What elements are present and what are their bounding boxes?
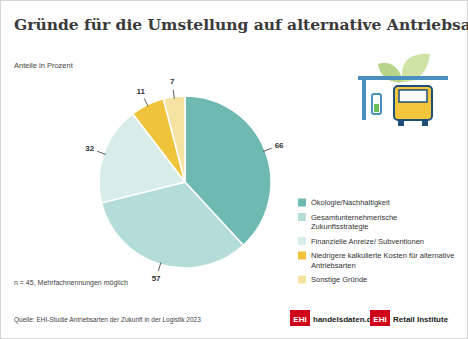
legend-label: Ökologie/Nachhaltigkeit	[311, 198, 391, 207]
leader-line	[263, 148, 271, 151]
leader-line	[97, 151, 105, 154]
logo: EHI handelsdaten.de	[290, 310, 377, 326]
annotation: n = 45, Mehrfachnennungen möglich	[14, 279, 128, 287]
legend-swatch	[298, 213, 306, 221]
logo-text: Retail Institute	[393, 315, 449, 324]
legend: Ökologie/Nachhaltigkeit Gesamtunternehmer…	[298, 198, 454, 284]
logo-text: handelsdaten.de	[313, 315, 377, 324]
subtitle: Anteile in Prozent	[14, 61, 74, 70]
data-label: 32	[85, 144, 94, 153]
data-label: 7	[170, 77, 175, 86]
legend-swatch	[298, 276, 306, 284]
leader-line	[158, 262, 161, 271]
legend-label: Sonstige Gründe	[311, 275, 367, 284]
icon	[358, 54, 448, 126]
frame	[1, 1, 468, 339]
logo-mark: EHI	[293, 315, 306, 324]
logo-mark: EHI	[373, 315, 386, 324]
leader-line	[173, 90, 174, 99]
slice	[163, 96, 185, 182]
data-labels: 66 57 32 11 7	[85, 77, 284, 283]
data-label: 11	[136, 87, 145, 96]
data-label: 57	[152, 274, 161, 283]
legend-swatch	[298, 199, 306, 207]
pie	[99, 96, 271, 268]
data-label: 66	[275, 141, 284, 150]
legend-label: Niedrigere kalkulierte Kosten für altern…	[311, 251, 454, 270]
legend-label: GesamtunternehmerischeZukunftsstrategie	[311, 213, 397, 232]
legend-swatch	[298, 252, 306, 260]
logo: EHI Retail Institute	[370, 310, 449, 326]
leader-line	[144, 98, 148, 106]
legend-swatch	[298, 237, 306, 245]
legend-label: Finanzielle Anreize/ Subventionen	[311, 237, 424, 246]
source: Quelle: EHI-Studie Antriebsarten der Zuk…	[14, 316, 201, 324]
title: Gründe für die Umstellung auf alternativ…	[14, 15, 468, 34]
chart: Gründe für die Umstellung auf alternativ…	[0, 0, 468, 339]
